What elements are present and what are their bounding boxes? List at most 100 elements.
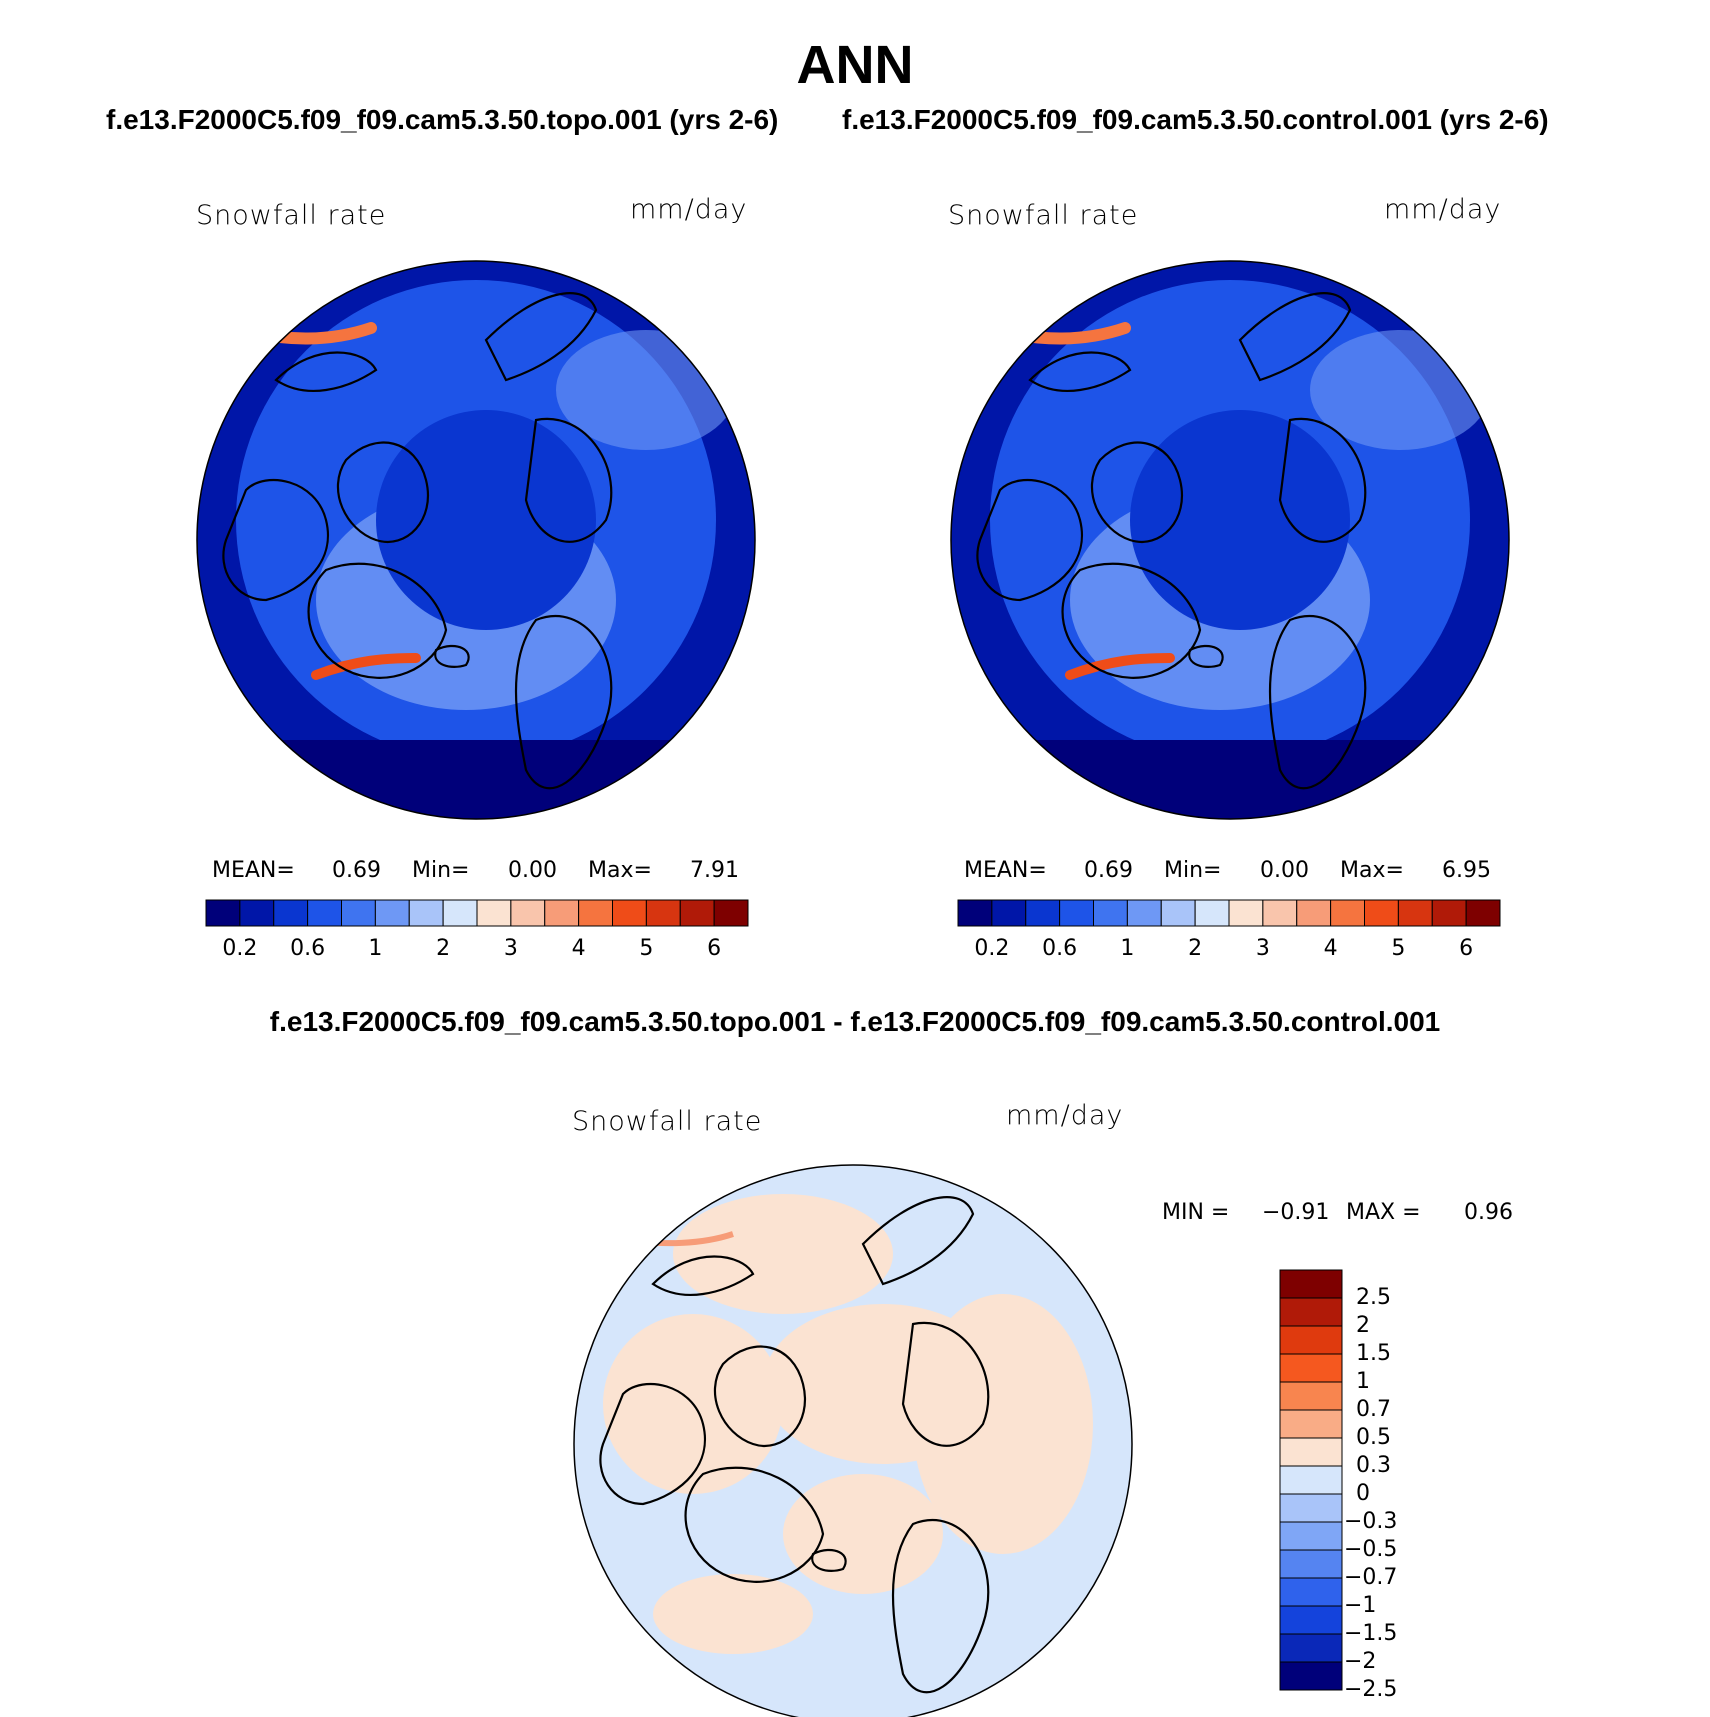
topo-colorbar-bin <box>510 899 546 927</box>
control-colorbar-bin <box>1160 899 1196 927</box>
diff-colorbar-tick-label: 2.5 <box>1356 1285 1391 1310</box>
coastlines <box>976 292 1367 790</box>
control-colorbar-bin <box>1431 899 1467 927</box>
control-colorbar-tick-label: 4 <box>1323 936 1338 961</box>
topo-colorbar-tick-label: 1 <box>368 936 383 961</box>
diff-colorbar-bin <box>1279 1325 1343 1355</box>
diff-colorbar-bin <box>1279 1633 1343 1663</box>
topo-variable-label: Snowfall rate <box>196 200 387 231</box>
map-border <box>573 1164 1133 1717</box>
control-colorbar-bin <box>1059 899 1094 927</box>
diff-colorbar-bin <box>1279 1549 1343 1579</box>
control-units-label: mm/day <box>1384 194 1502 225</box>
diff-colorbar-bin <box>1279 1465 1343 1495</box>
topo-min-label: Min= <box>412 858 470 883</box>
topo-colorbar-bin <box>476 899 512 927</box>
right-panel-title: f.e13.F2000C5.f09_f09.cam5.3.50.control.… <box>842 104 1549 135</box>
topo-colorbar-tick-label: 6 <box>707 936 722 961</box>
topo-polar-map <box>196 260 756 820</box>
control-colorbar-tick-label: 5 <box>1391 936 1406 961</box>
diff-colorbar-tick-label: 1 <box>1356 1369 1370 1394</box>
left-panel-title: f.e13.F2000C5.f09_f09.cam5.3.50.topo.001… <box>106 104 779 135</box>
control-colorbar-bin <box>1364 899 1399 927</box>
positive-anomaly-region <box>783 1474 943 1594</box>
control-colorbar-tick-label: 3 <box>1255 936 1270 961</box>
diff-colorbar-tick-label: 0 <box>1356 1481 1370 1506</box>
arctic-basin <box>1130 410 1350 630</box>
topo-colorbar <box>205 899 749 927</box>
control-colorbar-bin <box>1126 899 1162 927</box>
control-mean-value: 0.69 <box>1084 858 1133 883</box>
control-colorbar-bin <box>1194 899 1230 927</box>
diff-colorbar-bin <box>1279 1409 1343 1439</box>
diff-colorbar-tick-label: −2.5 <box>1344 1677 1398 1702</box>
control-colorbar-tick-label: 1 <box>1120 936 1135 961</box>
diff-colorbar-bin <box>1279 1437 1343 1467</box>
control-colorbar-tick-label: 0.6 <box>1042 936 1078 961</box>
difference-colorbar <box>1279 1269 1343 1691</box>
greenland-coast-maximum <box>1065 653 1175 680</box>
low-latitude-band <box>951 740 1509 819</box>
diff-max-label: MAX = <box>1346 1200 1421 1225</box>
arctic-basin <box>376 410 596 630</box>
diff-colorbar-bin <box>1279 1493 1343 1523</box>
diff-colorbar-bin <box>1279 1605 1343 1635</box>
topo-colorbar-bin <box>612 899 647 927</box>
diff-colorbar-bin <box>1279 1577 1343 1607</box>
control-colorbar-bin <box>957 899 993 927</box>
low-latitude-band <box>197 740 755 819</box>
diff-colorbar-tick-label: 0.5 <box>1356 1425 1391 1450</box>
control-colorbar-tick-label: 2 <box>1188 936 1203 961</box>
diff-min-label: MIN = <box>1162 1200 1230 1225</box>
topo-colorbar-bin <box>442 899 478 927</box>
diff-colorbar-tick-label: 1.5 <box>1356 1341 1391 1366</box>
diff-colorbar-tick-label: 2 <box>1356 1313 1370 1338</box>
difference-polar-map <box>573 1164 1133 1717</box>
control-colorbar-tick-label: 6 <box>1459 936 1474 961</box>
diff-colorbar-bin <box>1279 1353 1343 1383</box>
control-colorbar <box>957 899 1501 927</box>
topo-colorbar-bin <box>645 899 681 927</box>
figure-title: ANN <box>796 35 914 95</box>
map-border <box>196 260 756 820</box>
topo-colorbar-bin <box>374 899 410 927</box>
topo-colorbar-bin <box>307 899 342 927</box>
diff-variable-label: Snowfall rate <box>572 1106 763 1137</box>
topo-colorbar-bin <box>205 899 241 927</box>
topo-colorbar-tick-label: 3 <box>503 936 518 961</box>
control-colorbar-bin <box>991 899 1027 927</box>
positive-anomaly-region <box>673 1194 893 1314</box>
diff-colorbar-bin <box>1279 1297 1343 1327</box>
topo-colorbar-bin <box>341 899 376 927</box>
coastlines <box>222 292 613 790</box>
topo-colorbar-tick-label: 5 <box>639 936 654 961</box>
topo-colorbar-tick-label: 0.6 <box>290 936 326 961</box>
difference-title: f.e13.F2000C5.f09_f09.cam5.3.50.topo.001… <box>269 1006 1441 1037</box>
diff-colorbar-bin <box>1279 1269 1343 1299</box>
control-colorbar-bin <box>1397 899 1433 927</box>
topo-colorbar-tick-label: 2 <box>436 936 451 961</box>
diff-colorbar-tick-label: 0.7 <box>1356 1397 1391 1422</box>
topo-colorbar-tick-label: 4 <box>571 936 586 961</box>
topo-colorbar-bin <box>408 899 444 927</box>
control-max-label: Max= <box>1340 858 1404 883</box>
diff-colorbar-bin <box>1279 1661 1343 1691</box>
control-min-label: Min= <box>1164 858 1222 883</box>
topo-colorbar-tick-label: 0.2 <box>222 936 258 961</box>
positive-anomaly-region <box>653 1574 813 1654</box>
topo-colorbar-bin <box>713 899 749 927</box>
diff-min-value: −0.91 <box>1262 1200 1330 1225</box>
control-colorbar-bin <box>1025 899 1061 927</box>
control-colorbar-bin <box>1296 899 1332 927</box>
topo-mean-label: MEAN= <box>212 858 295 883</box>
control-colorbar-bin <box>1228 899 1264 927</box>
diff-colorbar-tick-label: −2 <box>1344 1649 1377 1674</box>
control-max-value: 6.95 <box>1442 858 1491 883</box>
control-min-value: 0.00 <box>1260 858 1309 883</box>
topo-colorbar-bin <box>544 899 580 927</box>
control-colorbar-bin <box>1262 899 1298 927</box>
diff-units-label: mm/day <box>1006 1100 1124 1131</box>
diff-max-value: 0.96 <box>1464 1200 1513 1225</box>
topo-units-label: mm/day <box>630 194 748 225</box>
